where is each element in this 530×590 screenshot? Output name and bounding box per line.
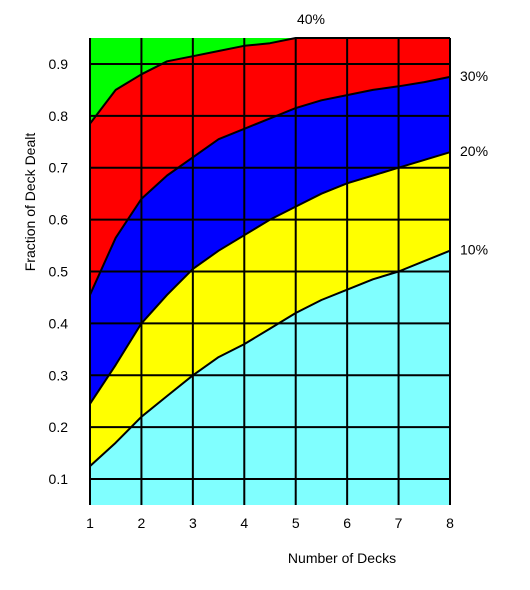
y-tick-label: 0.7	[49, 160, 69, 176]
curve-20pct	[89, 151, 451, 405]
y-tick-label: 0.1	[49, 471, 69, 487]
y-tick-label: 0.2	[49, 419, 69, 435]
y-tick-label: 0.4	[49, 315, 69, 331]
series-label-10pct: 10%	[460, 242, 488, 258]
curve-30pct	[89, 75, 451, 296]
curve-10pct	[89, 249, 451, 467]
area-below-10pct	[90, 250, 450, 505]
y-tick-label: 0.9	[49, 56, 69, 72]
y-tick-label: 0.8	[49, 108, 69, 124]
series-label-30pct: 30%	[460, 68, 488, 84]
y-axis-label: Fraction of Deck Dealt	[22, 133, 38, 272]
x-axis-label: Number of Decks	[288, 550, 396, 566]
x-tick-label: 1	[86, 515, 94, 531]
boundary-curves	[89, 37, 451, 467]
x-tick-labels: 1 2 3 4 5 6 7 8	[86, 515, 454, 531]
series-labels: 10% 20% 30% 40%	[297, 11, 488, 258]
grid-lines	[89, 38, 451, 505]
x-tick-label: 2	[138, 515, 146, 531]
curve-40pct	[89, 37, 450, 125]
y-tick-labels: 0.1 0.2 0.3 0.4 0.5 0.6 0.7 0.8 0.9	[49, 56, 69, 487]
x-tick-label: 4	[240, 515, 248, 531]
series-label-20pct: 20%	[460, 143, 488, 159]
x-tick-label: 3	[189, 515, 197, 531]
series-label-40pct: 40%	[297, 11, 325, 27]
x-tick-label: 5	[292, 515, 300, 531]
x-tick-label: 8	[446, 515, 454, 531]
y-tick-label: 0.6	[49, 212, 69, 228]
y-tick-label: 0.5	[49, 264, 69, 280]
x-tick-label: 7	[395, 515, 403, 531]
x-tick-label: 6	[343, 515, 351, 531]
y-tick-label: 0.3	[49, 367, 69, 383]
